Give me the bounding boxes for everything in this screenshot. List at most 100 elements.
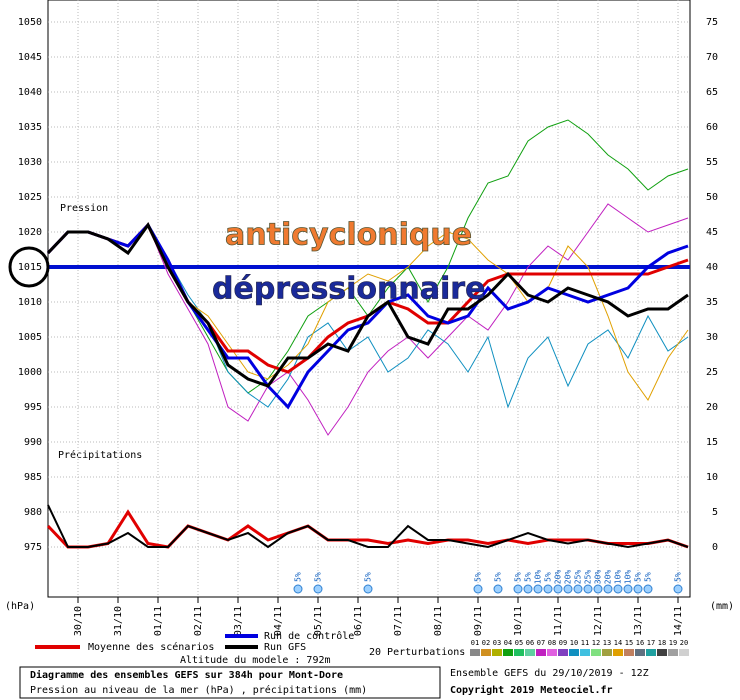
snow-icon xyxy=(293,584,303,594)
y-tick-label: 1020 xyxy=(18,227,42,238)
altitude: Altitude du modele : 792m xyxy=(180,655,331,666)
snow-icon xyxy=(543,584,553,594)
swatch-label: 14 xyxy=(614,639,622,647)
y-tick-label: 1005 xyxy=(18,332,42,343)
y-tick-label: 1045 xyxy=(18,52,42,63)
snow-label: 5% xyxy=(294,572,303,582)
snow-label: 10% xyxy=(534,570,543,585)
y2-tick-label: 70 xyxy=(706,52,718,63)
y-tick-label: 1025 xyxy=(18,192,42,203)
swatch-label: 10 xyxy=(570,639,578,647)
snow-icon xyxy=(523,584,533,594)
y2-tick-label: 65 xyxy=(706,87,718,98)
y-tick-label: 1010 xyxy=(18,297,42,308)
y2-tick-label: 30 xyxy=(706,332,718,343)
snow-label: 25% xyxy=(574,570,583,585)
annotation: anticyclonique xyxy=(225,218,472,253)
footer-text: Diagramme des ensembles GEFS sur 384h po… xyxy=(30,669,343,681)
swatch-label: 07 xyxy=(537,639,545,647)
y2-tick-label: 55 xyxy=(706,157,718,168)
snow-label: 25% xyxy=(584,570,593,585)
snow-icon xyxy=(313,584,323,594)
snow-icon xyxy=(533,584,543,594)
x-tick-label: 03/11 xyxy=(233,606,244,636)
precip-label: Précipitations xyxy=(58,449,142,461)
swatch-label: 15 xyxy=(625,639,633,647)
swatch xyxy=(481,649,491,656)
x-tick-label: 06/11 xyxy=(353,606,364,636)
y-tick-label: 990 xyxy=(24,437,42,448)
swatch-label: 11 xyxy=(581,639,589,647)
swatch-label: 01 xyxy=(471,639,479,647)
swatch xyxy=(613,649,623,656)
x-tick-label: 02/11 xyxy=(193,606,204,636)
snow-label: 5% xyxy=(674,572,683,582)
swatch xyxy=(503,649,513,656)
annotation: dépressionnaire xyxy=(212,272,485,307)
swatch-label: 17 xyxy=(647,639,655,647)
snow-icon xyxy=(673,584,683,594)
y-tick-label: 1015 xyxy=(18,262,42,273)
x-tick-label: 14/11 xyxy=(673,606,684,636)
swatch xyxy=(646,649,656,656)
snow-label: 20% xyxy=(564,570,573,585)
swatch-label: 06 xyxy=(526,639,534,647)
footer-text: Ensemble GEFS du 29/10/2019 - 12Z xyxy=(450,668,649,679)
swatch-label: 20 xyxy=(680,639,688,647)
swatch xyxy=(657,649,667,656)
swatch xyxy=(668,649,678,656)
x-tick-label: 04/11 xyxy=(273,606,284,636)
footer-text: Copyright 2019 Meteociel.fr xyxy=(450,684,613,696)
y-tick-label: 1050 xyxy=(18,17,42,28)
snow-icon xyxy=(623,584,633,594)
snow-label: 5% xyxy=(544,572,553,582)
snow-icon xyxy=(593,584,603,594)
swatch xyxy=(635,649,645,656)
y2-tick-label: 5 xyxy=(712,507,718,518)
y-unit: (hPa) xyxy=(5,601,35,612)
y2-tick-label: 75 xyxy=(706,17,718,28)
pressure-label: Pression xyxy=(60,203,108,214)
y-tick-label: 975 xyxy=(24,542,42,553)
swatch-label: 03 xyxy=(493,639,501,647)
snow-label: 10% xyxy=(624,570,633,585)
snow-icon xyxy=(583,584,593,594)
x-tick-label: 12/11 xyxy=(593,606,604,636)
snow-label: 5% xyxy=(514,572,523,582)
y-tick-label: 995 xyxy=(24,402,42,413)
swatch-label: 12 xyxy=(592,639,600,647)
snow-icon xyxy=(563,584,573,594)
y2-tick-label: 15 xyxy=(706,437,718,448)
snow-label: 10% xyxy=(614,570,623,585)
snow-icon xyxy=(633,584,643,594)
swatch xyxy=(591,649,601,656)
swatch xyxy=(580,649,590,656)
footer-text: Pression au niveau de la mer (hPa) , pré… xyxy=(30,684,367,696)
x-tick-label: 01/11 xyxy=(153,606,164,636)
swatch-label: 16 xyxy=(636,639,644,647)
x-tick-label: 08/11 xyxy=(433,606,444,636)
y2-tick-label: 40 xyxy=(706,262,718,273)
snow-label: 5% xyxy=(644,572,653,582)
swatch xyxy=(514,649,524,656)
y2-tick-label: 10 xyxy=(706,472,718,483)
footer-box xyxy=(19,666,441,699)
swatch-label: 08 xyxy=(548,639,556,647)
x-tick-label: 05/11 xyxy=(313,606,324,636)
legend-label: Run GFS xyxy=(264,642,306,653)
x-tick-label: 09/11 xyxy=(473,606,484,636)
legend-label: 20 Perturbations xyxy=(369,647,465,658)
snow-label: 30% xyxy=(594,570,603,585)
y-tick-label: 985 xyxy=(24,472,42,483)
swatch-label: 02 xyxy=(482,639,490,647)
snow-label: 5% xyxy=(474,572,483,582)
snow-label: 20% xyxy=(604,570,613,585)
swatch xyxy=(547,649,557,656)
swatch-label: 04 xyxy=(504,639,512,647)
x-tick-label: 13/11 xyxy=(633,606,644,636)
snow-label: 5% xyxy=(364,572,373,582)
swatch xyxy=(558,649,568,656)
swatch xyxy=(602,649,612,656)
x-tick-label: 07/11 xyxy=(393,606,404,636)
x-tick-label: 11/11 xyxy=(553,606,564,636)
